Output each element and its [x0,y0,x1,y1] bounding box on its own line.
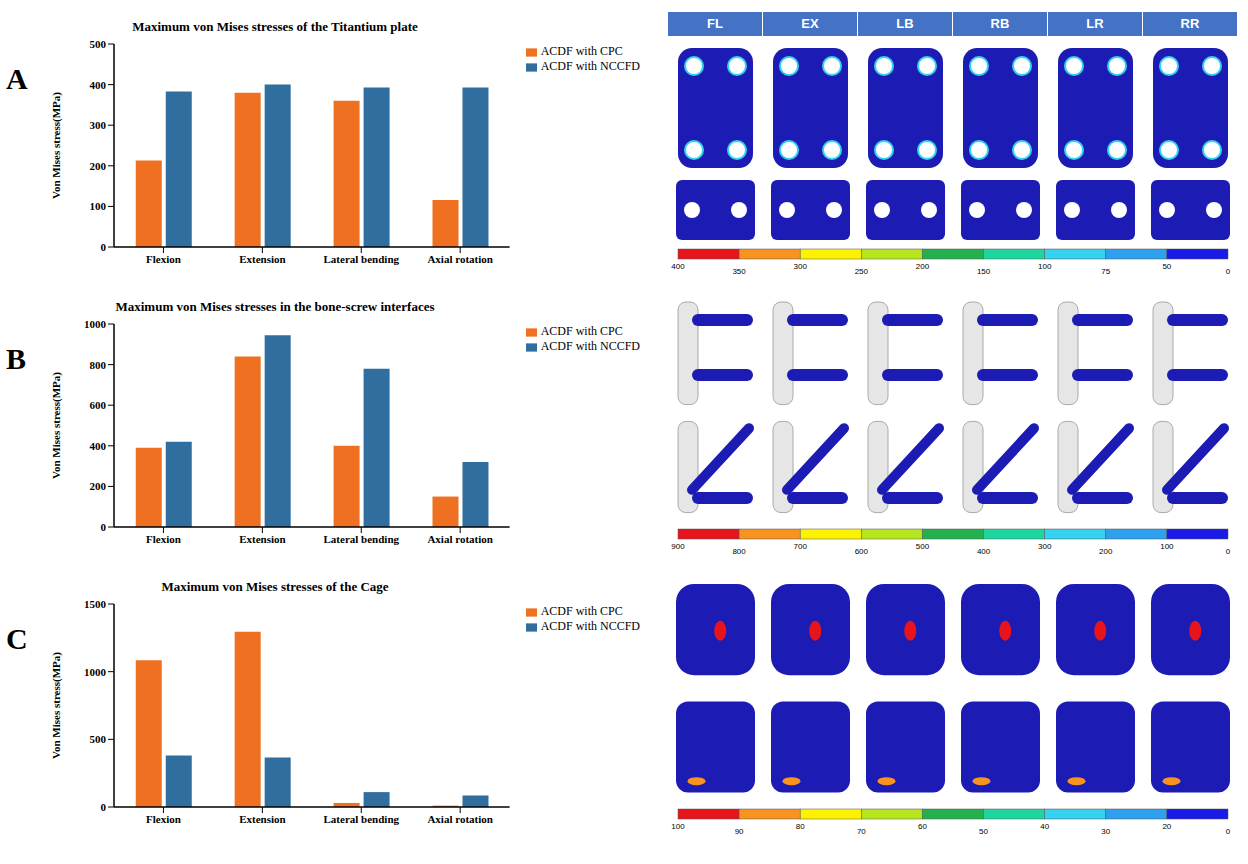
svg-text:100: 100 [1038,262,1052,271]
svg-text:300: 300 [794,262,808,271]
svg-text:Von Mises stress(MPa): Von Mises stress(MPa) [50,92,63,199]
svg-text:800: 800 [90,359,107,371]
svg-text:300: 300 [1038,542,1052,551]
html-text:Maximum von Mises stresses in: Maximum von Mises stresses in the bone-s… [115,299,435,314]
svg-text:1000: 1000 [84,318,107,330]
svg-text:350: 350 [732,267,746,275]
svg-text:30: 30 [1101,827,1110,835]
svg-text:Extension: Extension [239,533,285,545]
html-text:FL: FL [707,16,723,31]
svg-text:Von Mises stress(MPa): Von Mises stress(MPa) [50,652,63,759]
svg-text:100: 100 [1160,542,1174,551]
svg-text:0: 0 [1226,827,1231,835]
svg-text:150: 150 [977,267,991,275]
html-text:ACDF with NCCFD: ACDF with NCCFD [540,619,640,633]
svg-text:100: 100 [90,200,107,212]
html-text:LB: LB [896,16,914,31]
svg-text:0: 0 [1226,267,1231,275]
svg-text:20: 20 [1162,822,1171,831]
svg-text:75: 75 [1101,267,1110,275]
svg-text:400: 400 [90,440,107,452]
svg-text:1000: 1000 [84,666,107,678]
svg-text:Extension: Extension [239,253,285,265]
svg-text:100: 100 [671,822,685,831]
svg-text:Lateral bending: Lateral bending [324,813,400,825]
svg-text:Extension: Extension [239,813,285,825]
svg-text:60: 60 [918,822,927,831]
html-text:RB: RB [990,16,1010,31]
svg-text:50: 50 [1162,262,1171,271]
svg-text:200: 200 [1099,547,1113,555]
svg-text:900: 900 [671,542,685,551]
svg-text:400: 400 [671,262,685,271]
html-text:C: C [6,622,28,655]
svg-text:Flexion: Flexion [146,253,181,265]
html-text:Maximum von Mises stresses of: Maximum von Mises stresses of the Titant… [132,19,418,34]
svg-text:200: 200 [90,160,107,172]
html-text:ACDF with CPC: ACDF with CPC [540,324,623,338]
html-text:EX: EX [801,16,819,31]
svg-text:Flexion: Flexion [146,813,181,825]
svg-text:70: 70 [857,827,866,835]
svg-text:400: 400 [977,547,991,555]
html-text:ACDF with CPC: ACDF with CPC [540,44,623,58]
svg-text:Flexion: Flexion [146,533,181,545]
svg-text:Lateral bending: Lateral bending [324,253,400,265]
svg-text:80: 80 [796,822,805,831]
svg-text:250: 250 [855,267,869,275]
html-text:A: A [6,62,28,95]
svg-text:500: 500 [90,733,107,745]
svg-text:400: 400 [90,79,107,91]
svg-text:Axial rotation: Axial rotation [427,533,493,545]
svg-text:700: 700 [794,542,808,551]
svg-text:Lateral bending: Lateral bending [324,533,400,545]
svg-text:Axial rotation: Axial rotation [427,253,493,265]
svg-text:40: 40 [1040,822,1049,831]
svg-text:Von Mises stress(MPa): Von Mises stress(MPa) [50,372,63,479]
svg-text:0: 0 [1226,547,1231,555]
svg-text:0: 0 [101,241,107,253]
svg-text:600: 600 [90,399,107,411]
svg-text:50: 50 [979,827,988,835]
svg-text:200: 200 [90,480,107,492]
html-text:B: B [6,342,26,375]
html-text:RR: RR [1180,16,1200,31]
svg-text:Axial rotation: Axial rotation [427,813,493,825]
svg-text:90: 90 [735,827,744,835]
html-text:Maximum von Mises stresses of: Maximum von Mises stresses of the Cage [161,579,389,594]
html-text:LR: LR [1086,16,1104,31]
svg-text:0: 0 [101,801,107,813]
svg-text:600: 600 [855,547,869,555]
svg-text:800: 800 [732,547,746,555]
svg-text:300: 300 [90,119,107,131]
svg-text:500: 500 [916,542,930,551]
svg-text:1500: 1500 [84,598,107,610]
svg-text:0: 0 [101,521,107,533]
svg-text:500: 500 [90,38,107,50]
html-text:ACDF with CPC: ACDF with CPC [540,604,623,618]
svg-text:200: 200 [916,262,930,271]
html-text:ACDF with NCCFD: ACDF with NCCFD [540,339,640,353]
html-text:ACDF with NCCFD: ACDF with NCCFD [540,59,640,73]
